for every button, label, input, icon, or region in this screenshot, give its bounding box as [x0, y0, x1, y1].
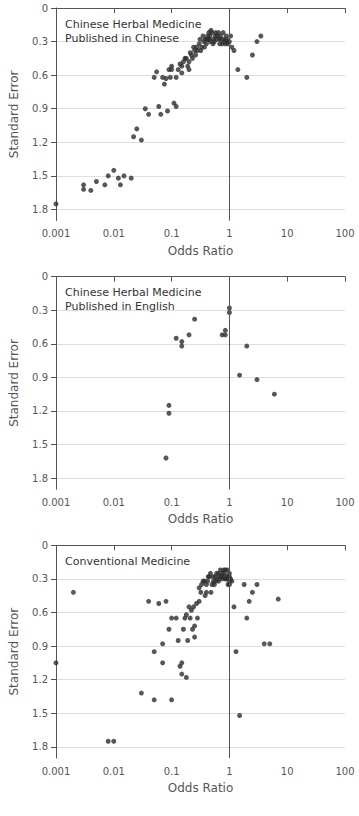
svg-text:1.5: 1.5: [32, 708, 48, 719]
svg-text:0.9: 0.9: [32, 641, 48, 652]
svg-text:Standard Error: Standard Error: [7, 339, 21, 427]
svg-text:100: 100: [335, 228, 354, 239]
svg-text:0.001: 0.001: [42, 766, 71, 777]
svg-text:0.6: 0.6: [32, 70, 48, 81]
svg-text:1.2: 1.2: [32, 137, 48, 148]
svg-text:0: 0: [42, 271, 48, 282]
svg-text:0.01: 0.01: [103, 228, 125, 239]
svg-text:1.8: 1.8: [32, 204, 48, 215]
svg-text:0.3: 0.3: [32, 305, 48, 316]
svg-text:0.9: 0.9: [32, 372, 48, 383]
svg-text:0.3: 0.3: [32, 36, 48, 47]
svg-text:1: 1: [226, 228, 232, 239]
svg-text:0.001: 0.001: [42, 228, 71, 239]
svg-text:0.1: 0.1: [164, 228, 180, 239]
svg-text:1: 1: [226, 766, 232, 777]
svg-text:0.001: 0.001: [42, 497, 71, 508]
svg-text:Published in Chinese: Published in Chinese: [65, 32, 179, 45]
svg-text:0.01: 0.01: [103, 766, 125, 777]
svg-text:100: 100: [335, 766, 354, 777]
svg-text:0.3: 0.3: [32, 573, 48, 584]
svg-text:Published in English: Published in English: [65, 300, 175, 313]
svg-text:1: 1: [226, 497, 232, 508]
svg-text:0.9: 0.9: [32, 103, 48, 114]
svg-text:0.01: 0.01: [103, 497, 125, 508]
svg-text:0.1: 0.1: [164, 766, 180, 777]
svg-text:Odds Ratio: Odds Ratio: [168, 244, 234, 258]
svg-text:1.5: 1.5: [32, 439, 48, 450]
svg-text:0.6: 0.6: [32, 338, 48, 349]
svg-text:1.2: 1.2: [32, 674, 48, 685]
svg-text:Conventional Medicine: Conventional Medicine: [65, 555, 190, 568]
svg-text:Standard Error: Standard Error: [7, 608, 21, 696]
svg-text:Standard Error: Standard Error: [7, 70, 21, 158]
svg-text:Odds Ratio: Odds Ratio: [168, 781, 234, 795]
svg-text:Chinese Herbal Medicine: Chinese Herbal Medicine: [65, 18, 202, 31]
svg-text:Odds Ratio: Odds Ratio: [168, 512, 234, 526]
svg-text:0: 0: [42, 3, 48, 14]
svg-text:0.1: 0.1: [164, 497, 180, 508]
svg-text:1.8: 1.8: [32, 473, 48, 484]
svg-text:100: 100: [335, 497, 354, 508]
svg-text:10: 10: [281, 497, 294, 508]
svg-text:1.8: 1.8: [32, 741, 48, 752]
svg-text:0: 0: [42, 540, 48, 551]
svg-text:Chinese Herbal Medicine: Chinese Herbal Medicine: [65, 286, 202, 299]
svg-text:10: 10: [281, 228, 294, 239]
svg-text:10: 10: [281, 766, 294, 777]
svg-text:1.2: 1.2: [32, 405, 48, 416]
svg-text:1.5: 1.5: [32, 170, 48, 181]
svg-text:0.6: 0.6: [32, 607, 48, 618]
